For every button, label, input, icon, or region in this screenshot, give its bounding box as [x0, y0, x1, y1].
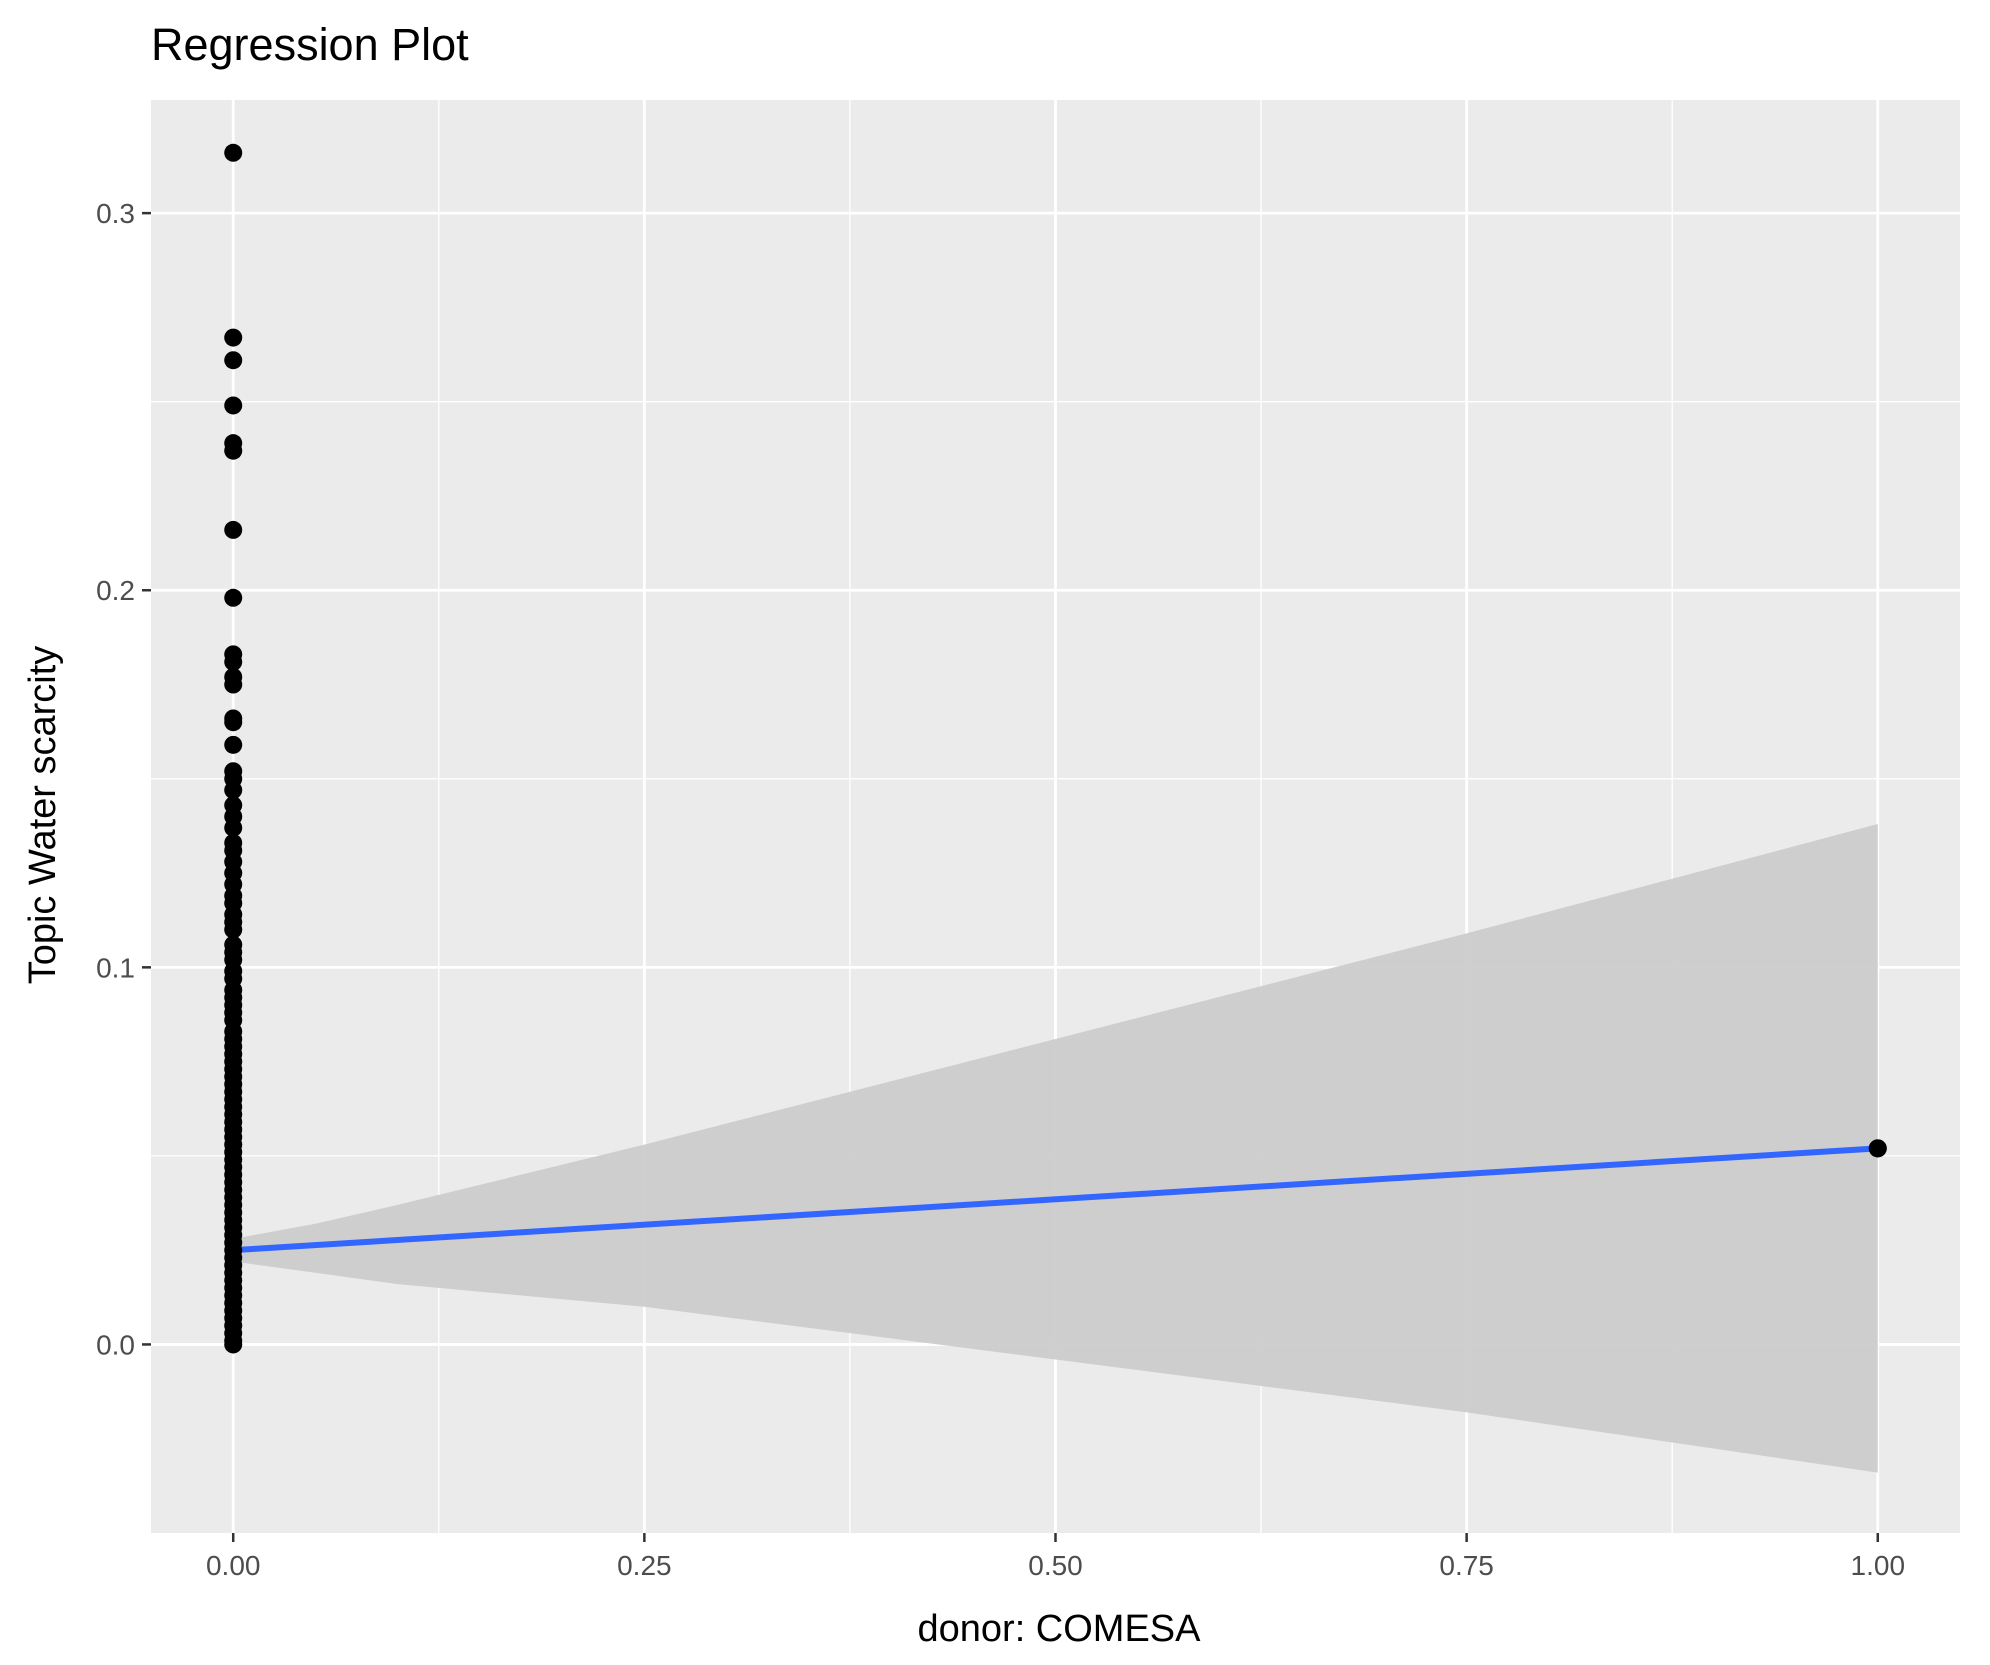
- data-point: [1868, 1139, 1887, 1158]
- y-tick-label: 0.2: [96, 575, 135, 606]
- data-point: [224, 713, 243, 732]
- data-point: [224, 441, 243, 460]
- data-point: [224, 520, 243, 539]
- x-tick-label: 0.75: [1439, 1550, 1494, 1581]
- confidence-band-layer: [233, 824, 1878, 1473]
- y-axis-title: Topic Water scarcity: [22, 646, 64, 985]
- regression-line-layer: [233, 1145, 1878, 1254]
- y-axis: 0.0 0.1 0.2 0.3: [96, 198, 151, 1360]
- scatter-points: [224, 143, 1887, 1354]
- data-point: [224, 328, 243, 347]
- data-point: [224, 351, 243, 370]
- data-point: [224, 735, 243, 754]
- data-point: [224, 1335, 243, 1354]
- data-point: [224, 818, 243, 837]
- chart-title: Regression Plot: [151, 19, 469, 70]
- data-point: [224, 652, 243, 671]
- data-point: [224, 781, 243, 800]
- confidence-band: [233, 824, 1878, 1473]
- regression-line: [233, 1145, 1878, 1254]
- x-tick-label: 0.50: [1028, 1550, 1083, 1581]
- x-tick-label: 0.00: [206, 1550, 261, 1581]
- x-axis: 0.00 0.25 0.50 0.75 1.00: [206, 1533, 1905, 1581]
- x-axis-title: donor: COMESA: [918, 1608, 1202, 1650]
- data-point: [224, 143, 243, 162]
- y-tick-label: 0.1: [96, 952, 135, 983]
- x-tick-label: 0.25: [617, 1550, 672, 1581]
- y-tick-label: 0.3: [96, 198, 135, 229]
- y-tick-label: 0.0: [96, 1329, 135, 1360]
- data-point: [224, 920, 243, 939]
- data-point: [224, 675, 243, 694]
- data-point: [224, 396, 243, 415]
- data-point: [224, 588, 243, 607]
- x-tick-label: 1.00: [1851, 1550, 1906, 1581]
